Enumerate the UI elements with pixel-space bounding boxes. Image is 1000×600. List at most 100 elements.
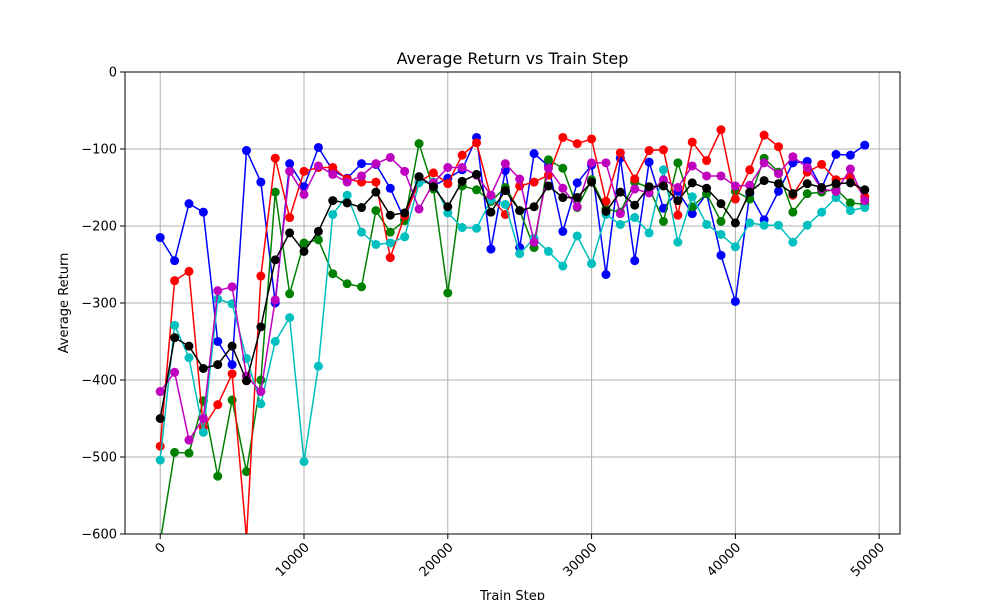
data-point [328, 196, 338, 206]
data-point [644, 182, 654, 192]
series-3 [155, 165, 870, 467]
data-point [486, 190, 496, 200]
data-point [270, 255, 280, 265]
data-point [716, 171, 726, 181]
data-point [759, 130, 769, 140]
data-point [357, 159, 367, 169]
data-point [572, 139, 582, 149]
data-point [443, 179, 453, 189]
data-point [472, 169, 482, 179]
data-point [687, 209, 697, 219]
data-point [357, 227, 367, 237]
data-point [702, 156, 712, 166]
data-point [213, 471, 223, 481]
data-point [730, 181, 740, 191]
data-point [241, 467, 251, 477]
data-point [802, 220, 812, 230]
data-point [241, 376, 251, 386]
data-point [371, 239, 381, 249]
series-5 [155, 169, 870, 423]
data-point [543, 246, 553, 256]
data-point [328, 162, 338, 172]
data-point [400, 166, 410, 176]
data-point [299, 457, 309, 467]
data-point [342, 198, 352, 208]
data-point [184, 199, 194, 209]
series-line [159, 169, 865, 463]
data-point [256, 322, 266, 332]
data-point [443, 202, 453, 212]
data-point [227, 341, 237, 351]
data-point [702, 183, 712, 193]
data-point [601, 158, 611, 168]
data-point [730, 242, 740, 252]
x-tick-label: 40000 [704, 540, 744, 580]
data-point [658, 175, 668, 185]
data-point [630, 256, 640, 266]
data-point [831, 149, 841, 159]
data-point [184, 448, 194, 458]
data-point [788, 152, 798, 162]
data-point [256, 271, 266, 281]
data-point [745, 218, 755, 228]
data-point [630, 213, 640, 223]
x-axis: 0 10000 20000 30000 40000 50000 [153, 534, 888, 580]
data-point [371, 177, 381, 187]
data-point [788, 158, 798, 168]
data-point [845, 178, 855, 188]
data-point [558, 261, 568, 271]
data-point [170, 447, 180, 457]
data-point [198, 363, 208, 373]
data-point [572, 202, 582, 212]
data-point [241, 146, 251, 156]
data-point [802, 179, 812, 189]
data-point [716, 216, 726, 226]
data-point [817, 183, 827, 192]
data-point [299, 246, 309, 256]
data-point [587, 158, 597, 168]
data-point [587, 134, 597, 144]
data-point [170, 276, 180, 286]
data-point [170, 256, 180, 266]
data-point [285, 228, 295, 238]
data-point [313, 235, 323, 245]
data-point [543, 163, 553, 173]
series-line [159, 129, 866, 534]
data-point [745, 180, 755, 190]
data-point [184, 353, 194, 363]
data-point [774, 142, 784, 152]
x-axis-label: Train Step [479, 589, 545, 600]
data-point [342, 190, 352, 200]
data-point [745, 187, 755, 197]
data-point [644, 157, 654, 167]
data-point [630, 174, 640, 184]
data-point [558, 163, 568, 173]
data-point [385, 253, 395, 263]
y-tick-label: −400 [81, 374, 117, 389]
data-point [500, 159, 510, 169]
data-point [184, 341, 194, 351]
data-point [601, 196, 611, 206]
chart-title: Average Return vs Train Step [397, 49, 629, 68]
data-point [342, 279, 352, 289]
data-point [774, 220, 784, 230]
data-point [529, 177, 539, 187]
data-point [184, 266, 194, 276]
data-point [357, 171, 367, 181]
data-point [198, 414, 208, 423]
data-point [831, 193, 841, 203]
data-point [558, 132, 568, 142]
data-point [543, 181, 553, 191]
data-point [198, 427, 208, 437]
data-point [313, 161, 323, 171]
data-point [457, 176, 467, 186]
data-point [357, 177, 367, 187]
data-point [328, 169, 338, 179]
data-point [673, 210, 683, 220]
data-point [587, 259, 597, 269]
data-point [428, 182, 438, 192]
data-point [457, 162, 467, 172]
data-point [687, 178, 697, 188]
data-point [759, 158, 769, 168]
